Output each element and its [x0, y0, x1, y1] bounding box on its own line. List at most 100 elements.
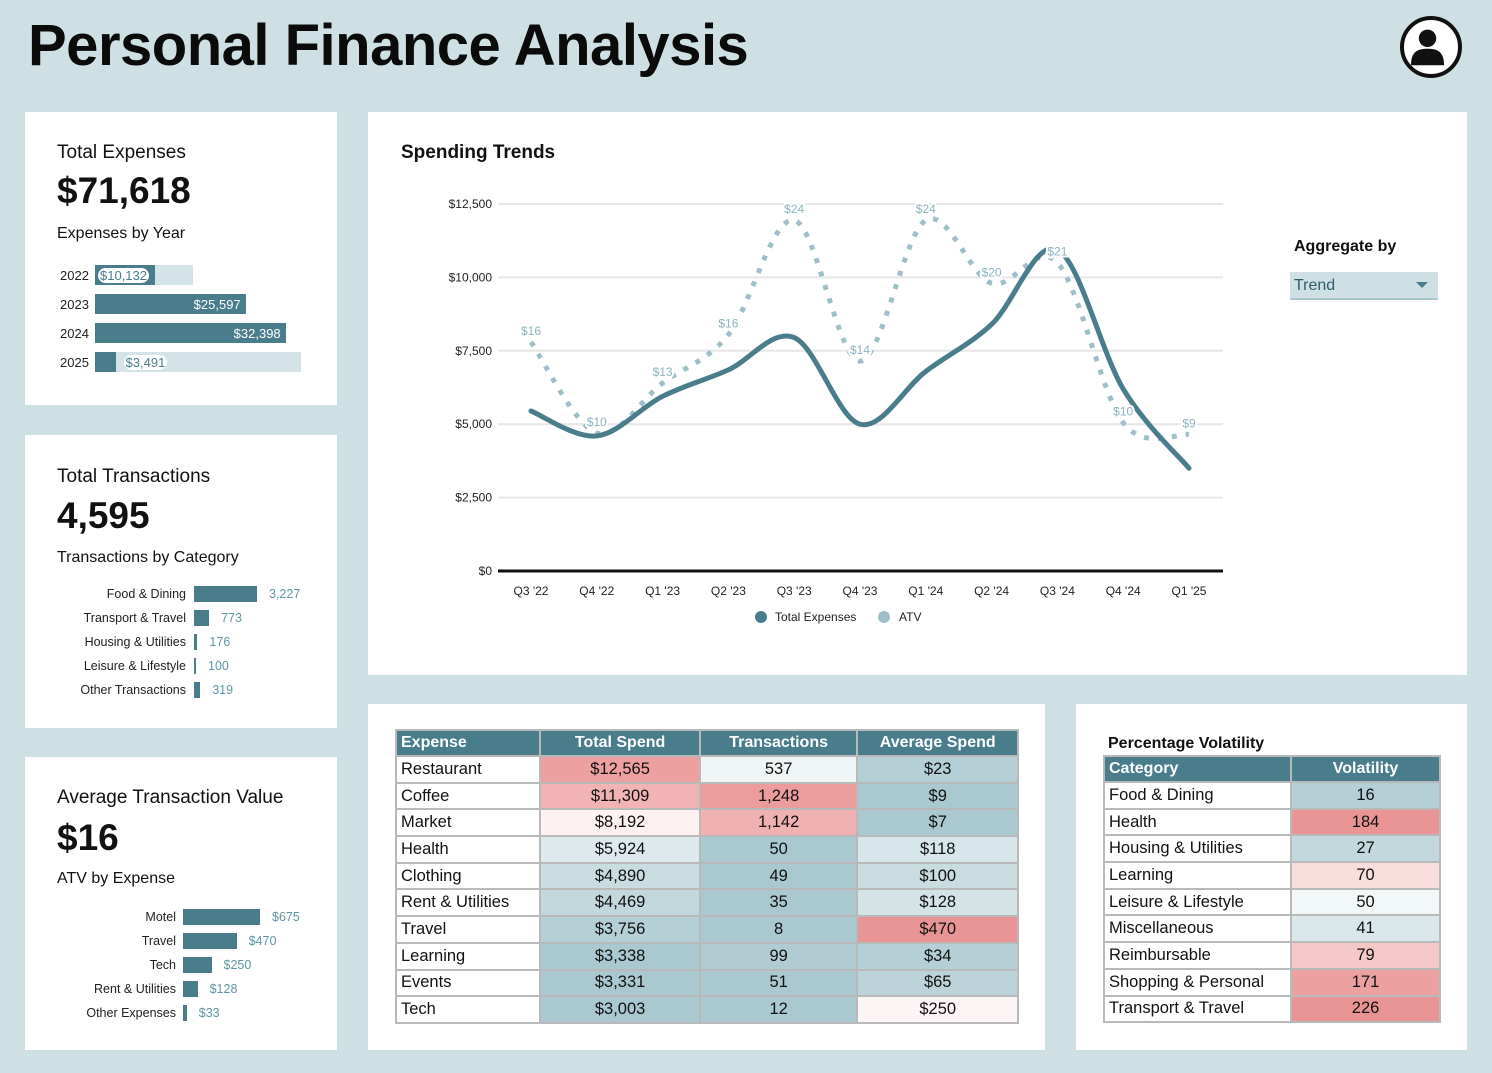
spending-trends-title: Spending Trends: [401, 142, 556, 163]
atv-data-label: $10: [587, 415, 607, 429]
total-expenses-series-line: [528, 245, 1192, 471]
volatility-value-cell: 70: [1292, 863, 1439, 888]
legend-atv-label: ATV: [899, 610, 921, 624]
x-tick-label: Q4 '24: [1106, 584, 1141, 598]
atv-expense-label: Other Expenses: [86, 1006, 176, 1020]
total-spend-cell: $4,469: [541, 890, 699, 916]
aggregate-by-dropdown[interactable]: Trend: [1290, 272, 1438, 300]
atv-data-label: $16: [718, 317, 738, 331]
atv-data-label: $20: [982, 265, 1002, 279]
expense-table-header-cell: Transactions: [700, 731, 857, 755]
year-bar-row: 2025 $3,491: [60, 352, 310, 372]
tx-category-row: Food & Dining 3,227: [25, 586, 337, 602]
table-row: Market $8,192 1,142 $7: [397, 810, 1017, 836]
spending-trends-chart: $0 $2,500 $5,000 $7,500 $10,000 $12,500 Q3 '22…: [449, 197, 1223, 624]
transactions-cell: 8: [700, 917, 857, 942]
year-bar: [95, 323, 286, 343]
transactions-cell: 99: [700, 943, 857, 969]
expense-table-header: Expense Total Spend Transactions Average Sp…: [397, 731, 1017, 755]
atv-data-label: $14: [850, 343, 870, 357]
expense-name-cell: Health: [397, 837, 540, 862]
expense-table-header-cell: Expense: [397, 731, 540, 755]
volatility-value-cell: 79: [1292, 943, 1439, 968]
expense-name-cell: Market: [397, 810, 540, 836]
table-row: Health $5,924 50 $118: [397, 837, 1017, 862]
tx-category-value: 3,227: [269, 587, 301, 601]
table-row: Health 184: [1105, 809, 1439, 835]
table-row: Miscellaneous 41: [1105, 916, 1439, 942]
average-spend-cell: $65: [858, 970, 1017, 996]
x-tick-label: Q3 '23: [777, 584, 812, 598]
table-row: Housing & Utilities 27: [1105, 836, 1439, 862]
table-row: Events $3,331 51 $65: [397, 970, 1017, 996]
table-row: Clothing $4,890 49 $100: [397, 863, 1017, 889]
atv-data-label: $13: [653, 365, 673, 379]
legend-total-expenses-label: Total Expenses: [775, 610, 856, 624]
year-label: 2024: [60, 326, 89, 341]
atv-expense-bar: [183, 933, 237, 949]
transactions-cell: 51: [700, 970, 857, 996]
atv-expense-bar: [183, 1005, 187, 1021]
tx-category-label: Food & Dining: [106, 587, 186, 601]
table-row: Travel $3,756 8 $470: [397, 917, 1017, 942]
total-spend-cell: $11,309: [541, 783, 699, 809]
category-name-cell: Miscellaneous: [1105, 916, 1291, 942]
total-expenses-card: Total Expenses $71,618 Expenses by Year …: [25, 112, 337, 405]
average-spend-cell: $128: [858, 890, 1017, 916]
atv-data-label: $10: [1113, 405, 1133, 419]
average-spend-cell: $9: [858, 783, 1017, 809]
expense-table-card: Expense Total Spend Transactions Average Sp…: [368, 704, 1045, 1050]
atv-data-label: $9: [1182, 416, 1196, 430]
total-expenses-value: $71,618: [57, 170, 191, 211]
spending-trends-card: Spending Trends Aggregate by Trend $0 $2,…: [368, 112, 1467, 675]
atv-data-label: $24: [916, 202, 936, 216]
expense-name-cell: Travel: [397, 917, 540, 942]
x-tick-label: Q3 '22: [514, 584, 549, 598]
volatility-value-cell: 50: [1292, 889, 1439, 915]
x-tick-label: Q1 '25: [1172, 584, 1207, 598]
tx-category-bar: [194, 682, 201, 698]
total-transactions-label: Total Transactions: [57, 466, 211, 487]
atv-data-label: $24: [784, 202, 804, 216]
average-spend-cell: $7: [858, 810, 1017, 836]
transactions-cell: 49: [700, 863, 857, 889]
page-title: Personal Finance Analysis: [28, 13, 749, 78]
tx-category-label: Other Transactions: [80, 683, 186, 697]
total-spend-cell: $12,565: [541, 757, 699, 782]
volatility-table-header-cell: Volatility: [1292, 757, 1439, 781]
x-tick-label: Q1 '23: [645, 584, 680, 598]
atv-expense-label: Tech: [149, 958, 176, 972]
expense-name-cell: Clothing: [397, 863, 540, 889]
volatility-value-cell: 41: [1292, 916, 1439, 942]
tx-category-label: Housing & Utilities: [84, 635, 186, 649]
expense-name-cell: Tech: [397, 997, 540, 1022]
total-spend-cell: $3,756: [541, 917, 699, 942]
year-bar-value: $10,132: [98, 268, 149, 283]
volatility-value-cell: 171: [1292, 969, 1439, 995]
expense-name-cell: Learning: [397, 943, 540, 969]
expense-name-cell: Coffee: [397, 783, 540, 809]
x-tick-label: Q3 '24: [1040, 584, 1075, 598]
atv-series-line: [528, 216, 1190, 442]
atv-expense-row: Motel $675: [25, 909, 337, 925]
x-tick-label: Q1 '24: [908, 584, 943, 598]
x-tick-label: Q4 '23: [843, 584, 878, 598]
average-spend-cell: $23: [858, 757, 1017, 782]
tx-category-label: Leisure & Lifestyle: [83, 659, 186, 673]
volatility-value-cell: 27: [1292, 836, 1439, 862]
total-spend-cell: $5,924: [541, 837, 699, 862]
tx-category-bar: [194, 658, 196, 674]
transactions-cell: 35: [700, 890, 857, 916]
atv-expense-bar: [183, 909, 260, 925]
atv-expense-value: $470: [248, 934, 277, 948]
average-spend-cell: $470: [858, 917, 1017, 942]
total-transactions-value: 4,595: [57, 495, 150, 536]
table-row: Restaurant $12,565 537 $23: [397, 757, 1017, 782]
aggregate-by-label: Aggregate by: [1294, 238, 1397, 255]
tx-category-row: Other Transactions 319: [25, 682, 337, 698]
total-spend-cell: $8,192: [541, 810, 699, 836]
atv-expense-row: Travel $470: [25, 933, 337, 949]
year-bar-value: $32,398: [233, 326, 281, 341]
expense-table-header-cell: Average Spend: [858, 731, 1017, 755]
user-avatar-icon[interactable]: [1400, 16, 1462, 78]
